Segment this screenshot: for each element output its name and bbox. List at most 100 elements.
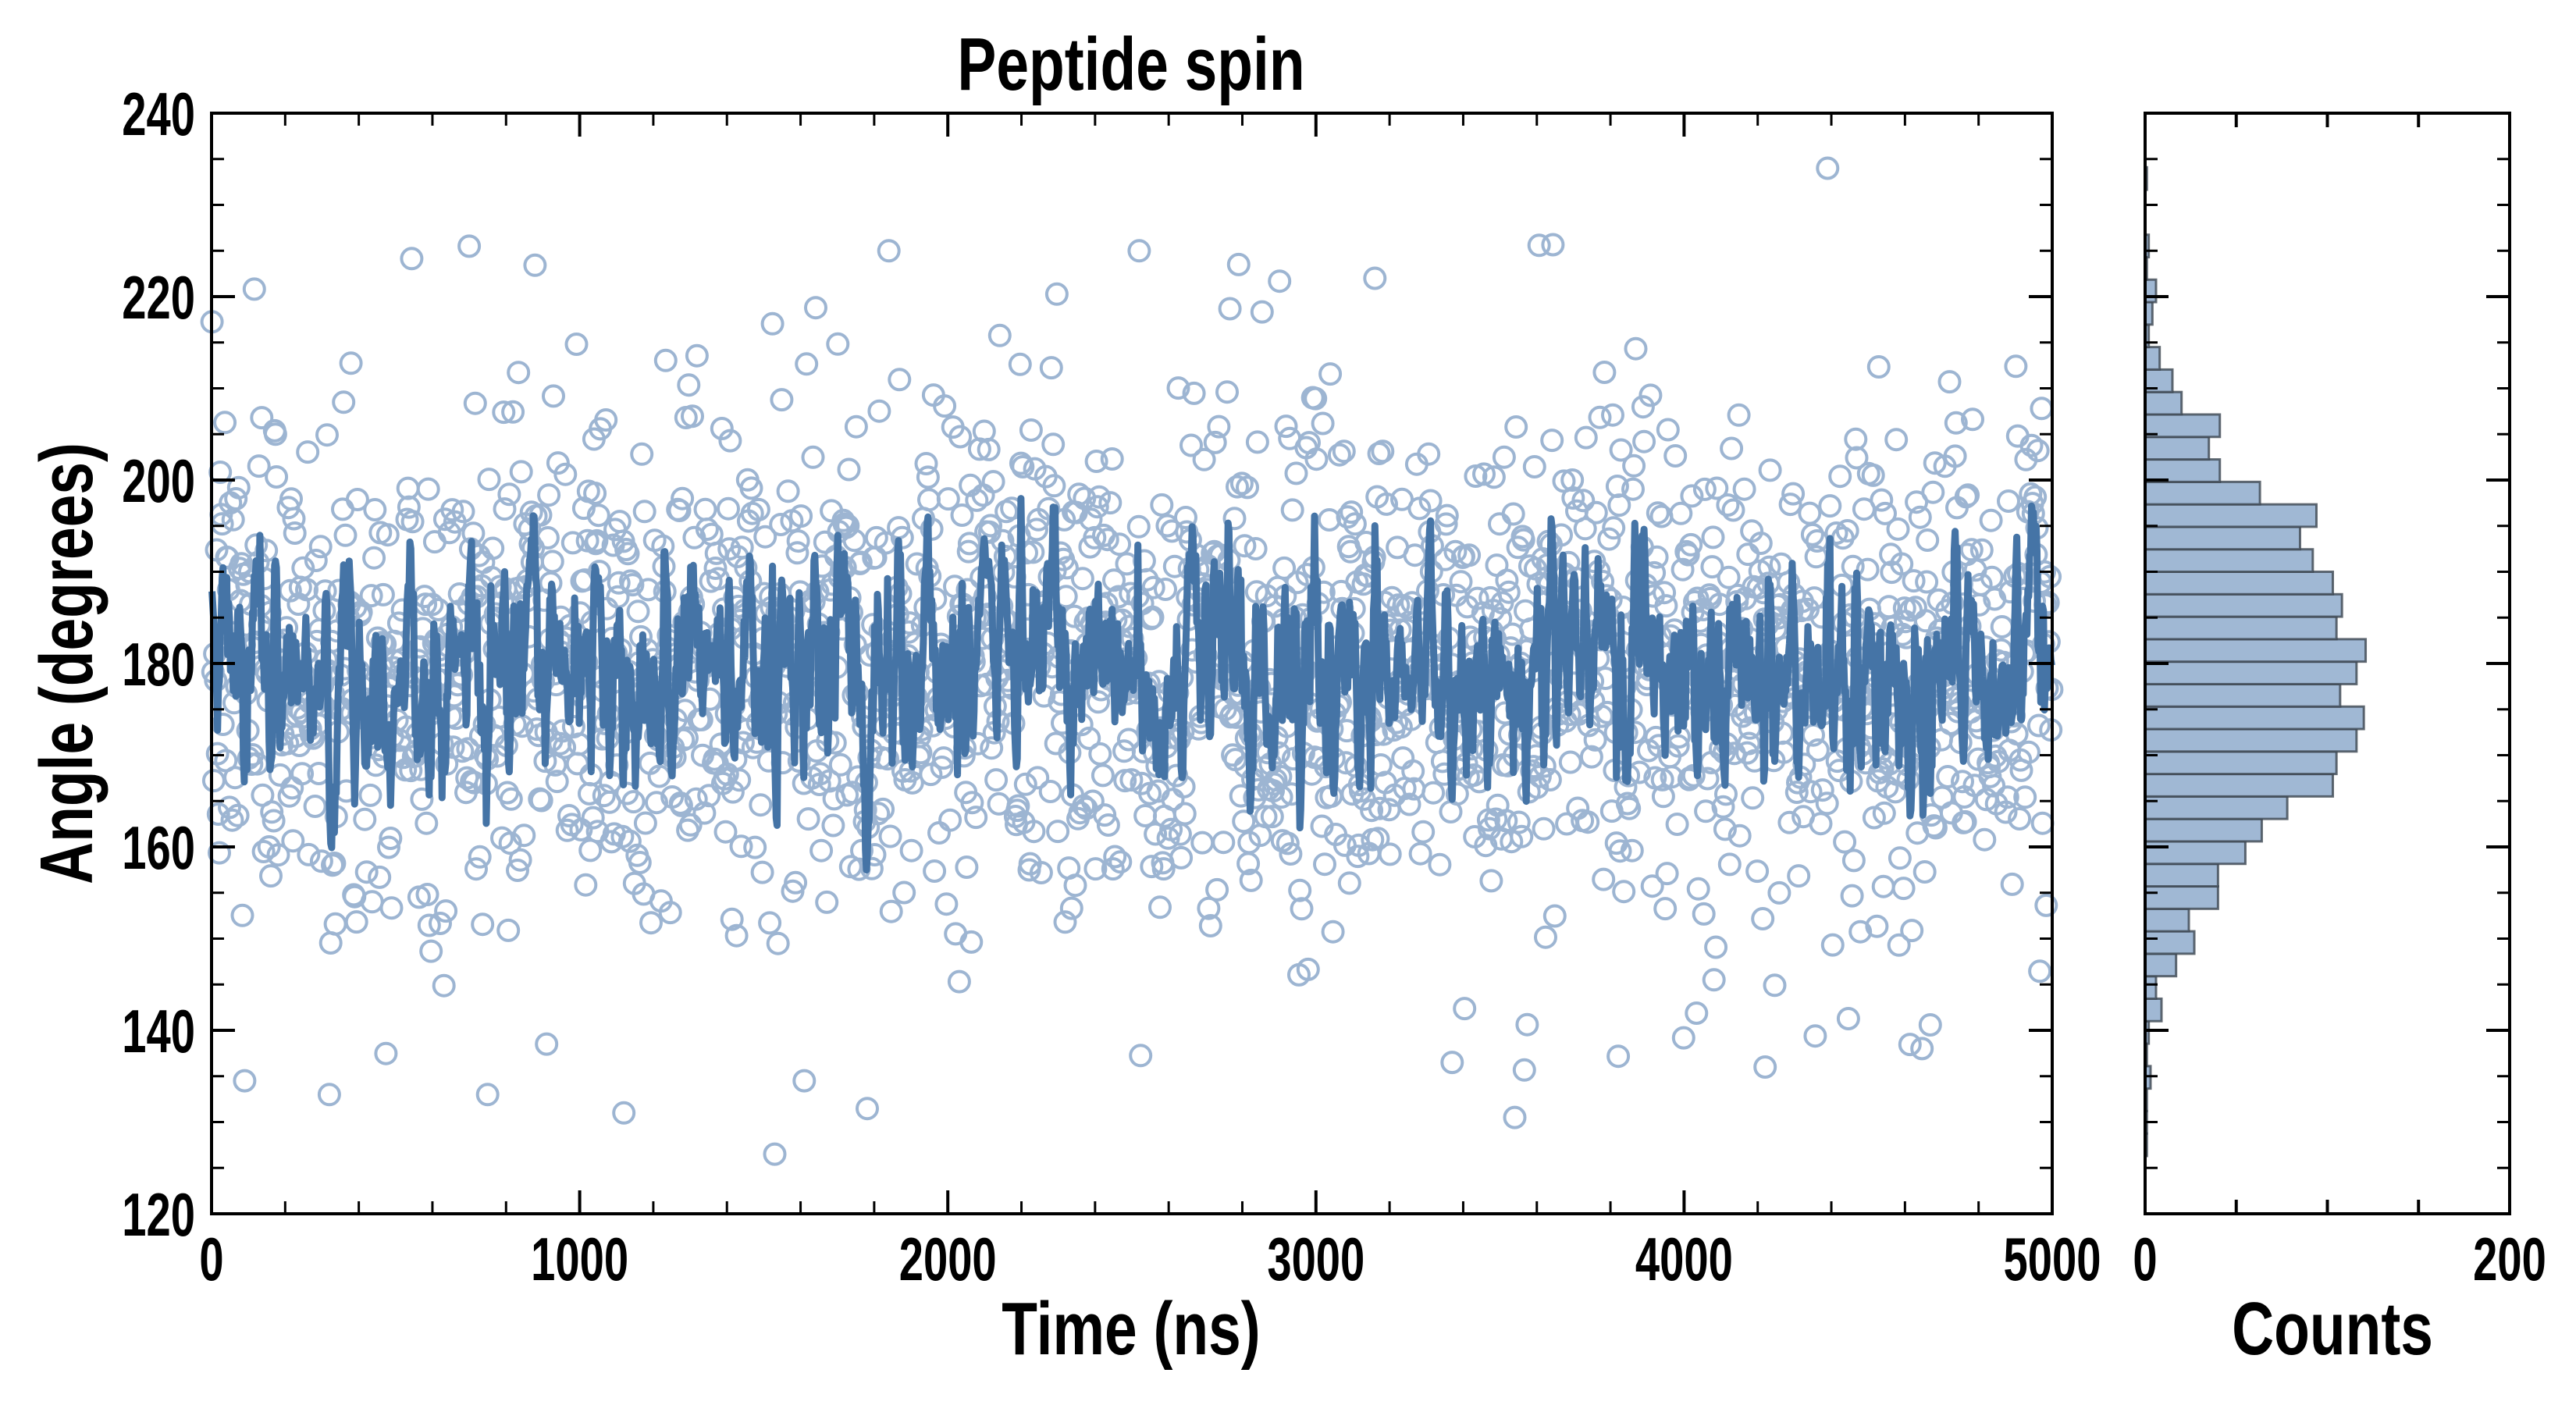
scatter-point [977, 437, 1001, 461]
scatter-point [1511, 528, 1535, 552]
scatter-point [1095, 528, 1119, 552]
scatter-point [1592, 867, 1616, 891]
scatter-point [569, 818, 593, 841]
scatter-point [374, 1041, 398, 1065]
scatter-point [535, 526, 560, 550]
scatter-point [1363, 266, 1387, 290]
scatter-point [1085, 495, 1109, 519]
scatter-point [1492, 445, 1516, 469]
scatter-point [2000, 872, 2024, 896]
scatter-point [607, 571, 631, 595]
scatter-point [1108, 532, 1132, 557]
scatter-point [318, 931, 343, 955]
scatter-point [959, 930, 984, 954]
scatter-point [250, 406, 274, 430]
scatter-point [1343, 512, 1367, 536]
scatter-point [1602, 516, 1626, 540]
scatter-point [420, 592, 444, 617]
histogram-bar [2144, 548, 2314, 574]
scatter-point [362, 546, 386, 570]
scatter-point [1445, 782, 1469, 806]
scatter-point [1472, 462, 1496, 486]
scatter-point [667, 499, 692, 522]
scatter-point [375, 523, 400, 547]
scatter-point [617, 829, 642, 853]
scatter-point [930, 756, 954, 779]
scatter-point [1651, 784, 1675, 809]
scatter-point [1042, 474, 1066, 498]
scatter-point [1686, 877, 1710, 901]
scatter-point [1087, 690, 1110, 714]
scatter-point [1796, 597, 1820, 621]
scatter-point [1777, 810, 1802, 834]
scatter-point [1276, 831, 1300, 855]
scatter-point [1820, 933, 1845, 957]
scatter-point [776, 479, 800, 503]
scatter-point [1727, 823, 1752, 848]
scatter-point [1692, 477, 1717, 501]
scatter-point [900, 770, 924, 795]
scatter-point [1787, 864, 1811, 888]
scatter-point [933, 394, 957, 418]
scatter-point [1371, 439, 1395, 464]
scatter-point [1656, 418, 1680, 442]
scatter-point [1166, 376, 1190, 400]
scatter-point [1284, 461, 1308, 486]
scatter-point [377, 835, 400, 859]
scatter-point [877, 239, 901, 263]
scatter-point [1212, 831, 1236, 855]
scatter-point [1229, 471, 1254, 496]
histogram-bar [2144, 750, 2338, 776]
scatter-point [1680, 484, 1704, 508]
scatter-point [750, 860, 774, 884]
scatter-point [308, 535, 333, 559]
scatter-point [1260, 805, 1284, 829]
scatter-point [957, 532, 981, 556]
scatter-point [265, 465, 289, 489]
scatter-point [813, 530, 837, 554]
scatter-point [1561, 486, 1585, 510]
scatter-point [417, 913, 441, 937]
scatter-point [844, 414, 868, 439]
scatter-point [1174, 506, 1197, 529]
scatter-point [263, 422, 287, 446]
scatter-point [1527, 233, 1551, 258]
scatter-point [1006, 794, 1030, 818]
scatter-point [1198, 914, 1222, 937]
scatter-point [888, 368, 912, 392]
scatter-point [1799, 780, 1823, 804]
scatter-point [621, 573, 645, 597]
scatter-point [1403, 543, 1427, 567]
scatter-point [1916, 528, 1940, 552]
scatter-point [1579, 745, 1603, 769]
histogram-plot: 0 200 Counts [2133, 112, 2546, 1371]
scatter-point [1969, 538, 1994, 562]
scatter-point [807, 773, 831, 796]
scatter-point [1540, 429, 1564, 453]
histogram-bar [2144, 390, 2183, 416]
scatter-point [578, 838, 603, 863]
scatter-point [295, 578, 318, 602]
scatter-point [1815, 791, 1839, 816]
histogram-bar [2144, 727, 2358, 753]
scatter-point [1408, 841, 1432, 866]
scatter-point [1721, 498, 1745, 522]
scatter-point [766, 931, 790, 955]
histogram-bar [2144, 952, 2178, 978]
scatter-point [1872, 801, 1896, 825]
scatter-point [1912, 860, 1937, 884]
scatter-point [1898, 1033, 1922, 1057]
scatter-point [917, 488, 941, 512]
scatter-point [1507, 810, 1531, 834]
scatter-point [1488, 512, 1511, 536]
scatter-point [1609, 438, 1633, 462]
scatter-point [876, 747, 899, 771]
scatter-point [785, 541, 809, 565]
scatter-point [1087, 485, 1112, 509]
scatter-point [1751, 907, 1775, 930]
scatter-point [1311, 411, 1335, 436]
scatter-point [353, 807, 377, 831]
scatter-point [2004, 354, 2028, 379]
x-tick-label: 3000 [1267, 1225, 1364, 1293]
scatter-point [1008, 352, 1032, 376]
